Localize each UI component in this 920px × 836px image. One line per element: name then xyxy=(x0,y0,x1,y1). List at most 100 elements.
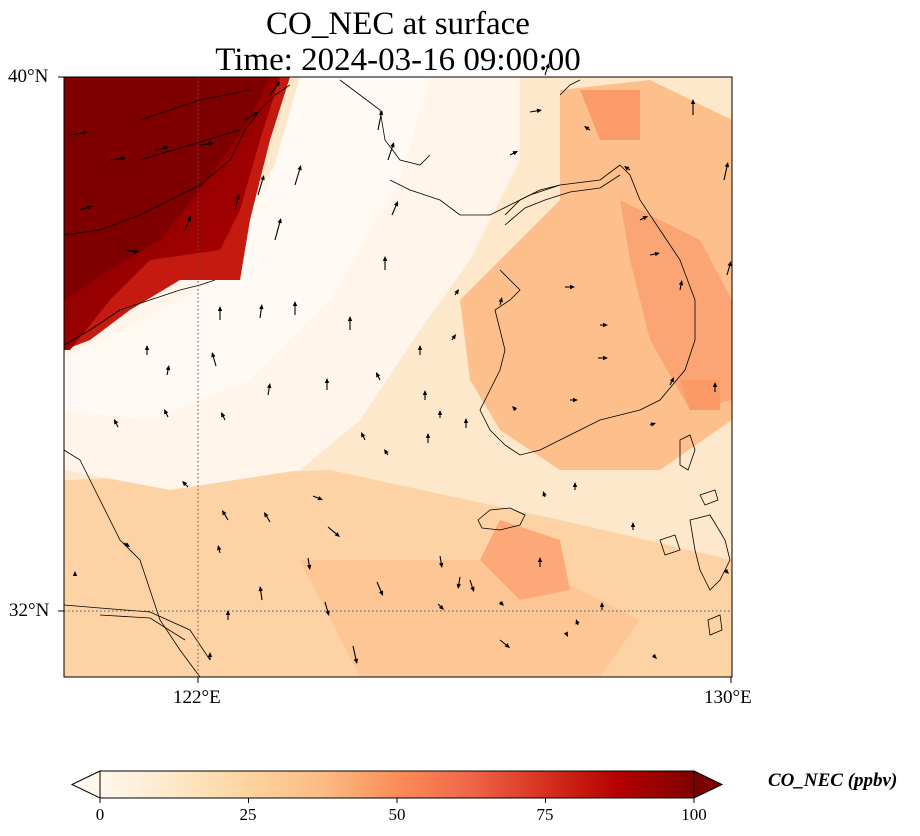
wind-arrow-head xyxy=(570,284,575,290)
wind-arrow-head xyxy=(439,562,444,568)
y-tick-label-32n: 32°N xyxy=(9,600,50,621)
wind-arrow-shaft xyxy=(69,131,86,136)
wind-arrow-head xyxy=(603,355,608,361)
wind-arrow-head xyxy=(307,564,312,570)
wind-arrow-head xyxy=(451,334,456,340)
wind-arrow-head xyxy=(438,604,444,610)
wind-arrow-head xyxy=(563,631,568,637)
wind-arrow-head xyxy=(211,352,216,358)
wind-arrow-head xyxy=(575,619,580,625)
wind-arrow-head xyxy=(361,432,366,438)
wind-arrow-head xyxy=(267,383,272,389)
colorbar-extend-min xyxy=(70,770,101,799)
wind-arrow-head xyxy=(222,510,227,516)
wind-arrow-head xyxy=(182,481,188,487)
wind-arrow-head xyxy=(727,261,732,267)
wind-arrow-head xyxy=(599,602,605,607)
wind-arrow-head xyxy=(425,433,431,438)
wind-arrow-head xyxy=(724,162,730,168)
wind-arrow-head xyxy=(390,142,395,148)
wind-arrow-head xyxy=(384,449,389,455)
wind-arrow-head xyxy=(165,365,171,371)
wind-arrow-head xyxy=(382,256,388,261)
map-title: CO_NEC at surface xyxy=(266,6,530,42)
wind-arrow-shaft xyxy=(109,157,124,161)
wind-arrow-head xyxy=(650,422,656,427)
wind-arrow-head xyxy=(573,397,578,403)
colorbar-tick-0: 0 xyxy=(95,805,105,824)
x-tick-label-122e: 122°E xyxy=(173,687,221,708)
colorbar-tick-50: 50 xyxy=(388,805,406,824)
wind-arrow-head xyxy=(376,372,381,378)
wind-arrow-shaft xyxy=(391,203,398,216)
colorbar-gradient xyxy=(99,770,695,799)
wind-arrow-head xyxy=(72,571,78,576)
wind-arrow-head xyxy=(347,316,353,321)
wind-arrow-head xyxy=(277,218,282,224)
wind-arrow-head xyxy=(217,545,222,551)
wind-arrow-shaft xyxy=(377,112,382,131)
wind-arrow-head xyxy=(542,491,547,497)
wind-arrow-head xyxy=(504,643,510,648)
wind-arrow-head xyxy=(164,409,169,415)
wind-arrow-head xyxy=(454,289,459,295)
wind-arrow-shaft xyxy=(294,167,301,186)
wind-arrow-head xyxy=(394,201,399,207)
wind-arrow-head xyxy=(82,130,88,135)
map-frame xyxy=(63,76,733,678)
wind-arrow-head xyxy=(437,410,443,415)
wind-arrow-head xyxy=(114,419,119,425)
wind-arrow-head xyxy=(317,496,323,501)
x-tick-label-130e: 130°E xyxy=(704,687,752,708)
wind-arrow-shaft xyxy=(184,218,191,231)
wind-arrow-head xyxy=(642,216,648,221)
wind-arrow-head xyxy=(379,590,384,596)
wind-arrow-head xyxy=(292,301,298,306)
wind-arrow-head xyxy=(144,345,150,350)
wind-arrow-head xyxy=(463,418,469,423)
wind-arrow-shaft xyxy=(244,113,257,121)
wind-arrow-head xyxy=(584,126,590,131)
wind-arrow-head xyxy=(417,345,423,350)
wind-arrow-head xyxy=(678,280,684,286)
colorbar-extend-max xyxy=(693,770,724,799)
wind-arrow-head xyxy=(86,205,92,210)
wind-arrow-head xyxy=(378,110,384,116)
wind-arrow-head xyxy=(253,112,259,117)
wind-arrow-head xyxy=(545,63,550,69)
colorbar-tick-75: 75 xyxy=(536,805,554,824)
wind-arrow-head xyxy=(422,390,428,395)
wind-arrow-head xyxy=(512,406,518,412)
wind-arrow-shaft xyxy=(269,83,279,96)
wind-arrow-head xyxy=(603,322,608,328)
wind-arrow-head xyxy=(258,586,263,592)
wind-arrow-head xyxy=(207,652,213,657)
wind-arrow-shaft xyxy=(234,196,239,211)
wind-arrow-head xyxy=(264,512,269,518)
y-tick-label-40n: 40°N xyxy=(8,66,49,87)
wind-arrow-head xyxy=(259,304,264,310)
wind-arrow-head xyxy=(651,653,657,659)
wind-arrow-head xyxy=(208,141,214,146)
wind-arrow-head xyxy=(260,175,265,181)
wind-arrow-shaft xyxy=(352,645,357,662)
wind-arrow-head xyxy=(235,194,240,200)
wind-arrow-head xyxy=(297,165,302,171)
axis-ticks xyxy=(58,76,732,683)
gridlines xyxy=(64,77,732,677)
wind-arrow-head xyxy=(712,382,718,387)
colorbar-label: CO_NEC (ppbv) xyxy=(768,770,898,791)
wind-arrow-head xyxy=(124,542,130,547)
wind-arrow-head xyxy=(498,297,503,303)
wind-arrow-head xyxy=(512,151,518,156)
wind-arrow-head xyxy=(120,156,126,161)
wind-arrow-head xyxy=(221,412,226,418)
wind-arrow-head xyxy=(536,108,542,113)
wind-arrow-shaft xyxy=(274,220,281,241)
colorbar-tick-25: 25 xyxy=(239,805,257,824)
wind-arrow-head xyxy=(225,610,231,615)
wind-arrow-head xyxy=(324,378,330,383)
wind-arrow-head xyxy=(456,583,461,589)
